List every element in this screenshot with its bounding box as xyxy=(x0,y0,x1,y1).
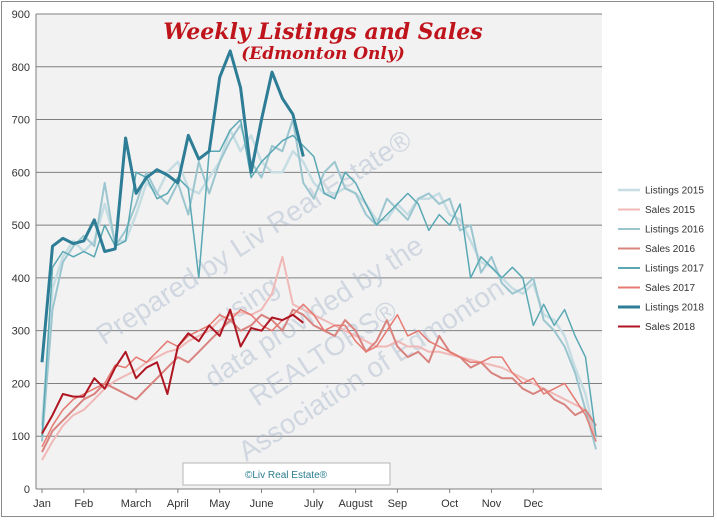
chart-title: Weekly Listings and Sales xyxy=(163,19,482,45)
x-tick-label: Oct xyxy=(441,498,458,510)
legend-label-sales-2015: Sales 2015 xyxy=(645,205,695,216)
x-tick-label: Feb xyxy=(74,498,93,510)
x-tick-label: August xyxy=(338,498,372,510)
legend-label-sales-2017: Sales 2017 xyxy=(645,283,695,294)
x-tick-label: Dec xyxy=(524,498,544,510)
legend-label-sales-2016: Sales 2016 xyxy=(645,244,695,255)
y-tick-label: 400 xyxy=(12,273,30,285)
x-tick-label: Nov xyxy=(482,498,502,510)
plot-area xyxy=(36,14,602,489)
legend-label-sales-2018: Sales 2018 xyxy=(645,322,695,333)
y-tick-label: 900 xyxy=(12,9,30,21)
series-line-sales-2018 xyxy=(41,308,304,435)
series-line-listings-2018 xyxy=(40,49,305,363)
legend-label-listings-2016: Listings 2016 xyxy=(645,225,704,236)
x-tick-label: June xyxy=(250,498,274,510)
series-line-sales-2016 xyxy=(41,308,597,453)
series-lines xyxy=(40,49,598,461)
x-tick-label: July xyxy=(304,498,324,510)
x-tick-label: March xyxy=(121,498,152,510)
y-tick-label: 100 xyxy=(12,431,30,443)
y-tick-label: 500 xyxy=(12,220,30,232)
y-tick-label: 0 xyxy=(24,484,30,496)
legend-label-listings-2015: Listings 2015 xyxy=(645,186,704,197)
legend-label-listings-2017: Listings 2017 xyxy=(645,264,704,275)
y-axis-ticks: 0 100 200 300 400 500 600 700 800 900 xyxy=(12,9,30,496)
y-tick-label: 600 xyxy=(12,167,30,179)
credit-text: ©Liv Real Estate® xyxy=(245,470,328,481)
x-tick-label: Jan xyxy=(33,498,51,510)
x-tick-label: May xyxy=(209,498,230,510)
legend: Listings 2015 Sales 2015 Listings 2016 Sale… xyxy=(618,186,704,333)
x-axis-ticks: Jan Feb March April May June July August Sep Oct N… xyxy=(33,489,544,510)
series-line-listings-2016 xyxy=(41,118,597,450)
credit-box xyxy=(182,462,391,486)
x-tick-label: Sep xyxy=(388,498,408,510)
y-tick-label: 800 xyxy=(12,62,30,74)
y-tick-label: 300 xyxy=(12,326,30,338)
legend-label-listings-2018: Listings 2018 xyxy=(645,303,704,314)
chart-subtitle: (Edmonton Only) xyxy=(241,44,405,64)
y-tick-label: 700 xyxy=(12,115,30,127)
y-tick-label: 200 xyxy=(12,378,30,390)
x-tick-label: April xyxy=(167,498,189,510)
series-line-sales-2017 xyxy=(41,303,597,448)
